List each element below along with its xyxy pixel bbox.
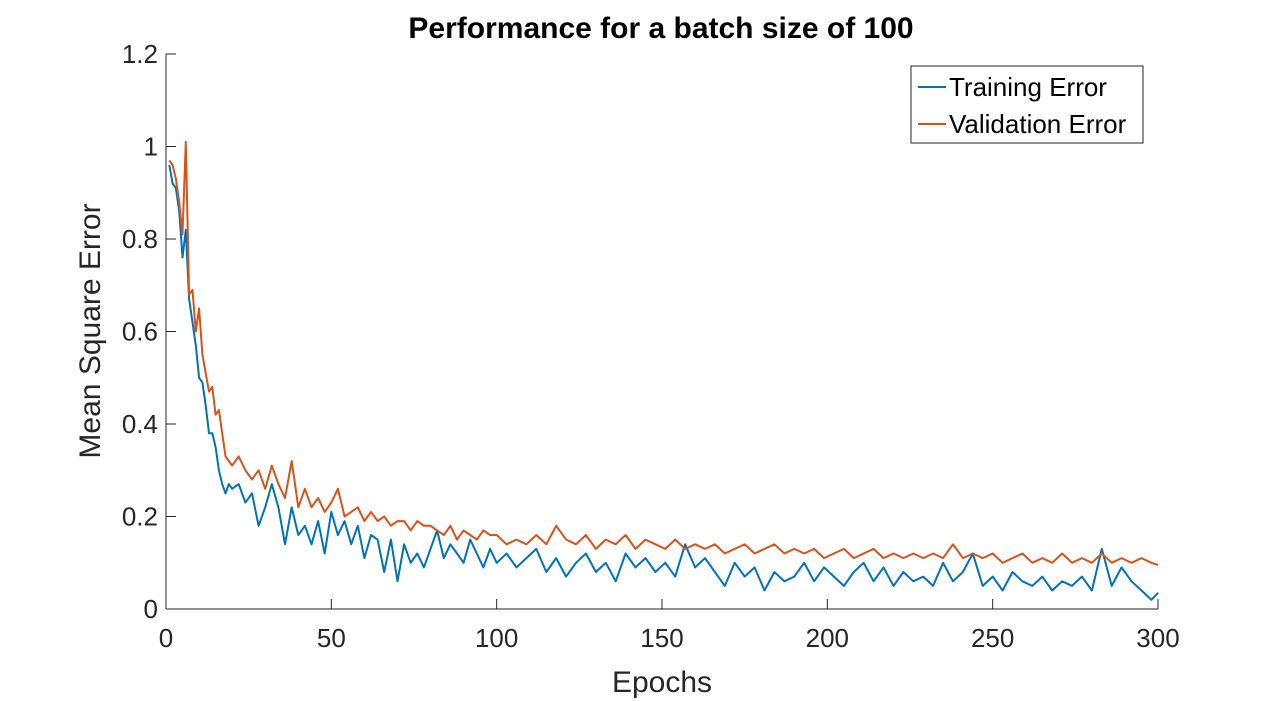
y-ticks: 0 0.2 0.4 0.6 0.8 1 1.2 (122, 39, 176, 624)
y-tick-label: 0 (144, 594, 158, 624)
x-tick-label: 300 (1136, 623, 1179, 653)
y-tick-label: 0.8 (122, 224, 158, 254)
legend-label-training: Training Error (949, 72, 1107, 102)
x-tick-label: 50 (317, 623, 346, 653)
x-tick-label: 250 (971, 623, 1014, 653)
x-axis-label: Epochs (612, 666, 712, 699)
y-tick-label: 1 (144, 132, 158, 162)
legend: Training Error Validation Error (910, 65, 1144, 144)
x-tick-label: 0 (159, 623, 173, 653)
y-tick-label: 1.2 (122, 39, 158, 69)
x-tick-label: 150 (640, 623, 683, 653)
plot-series (168, 140, 1159, 601)
x-tick-label: 100 (475, 623, 518, 653)
y-axis-label: Mean Square Error (74, 203, 107, 458)
legend-label-validation: Validation Error (949, 109, 1127, 139)
series-line-validation-error (168, 140, 1159, 567)
x-ticks: 0 50 100 150 200 250 300 (159, 599, 1180, 653)
y-tick-label: 0.4 (122, 409, 158, 439)
chart-title: Performance for a batch size of 100 (408, 12, 913, 45)
series-line-training-error (168, 164, 1159, 601)
legend-box (910, 65, 1144, 144)
y-tick-label: 0.2 (122, 502, 158, 532)
x-tick-label: 200 (806, 623, 849, 653)
y-tick-label: 0.6 (122, 317, 158, 347)
